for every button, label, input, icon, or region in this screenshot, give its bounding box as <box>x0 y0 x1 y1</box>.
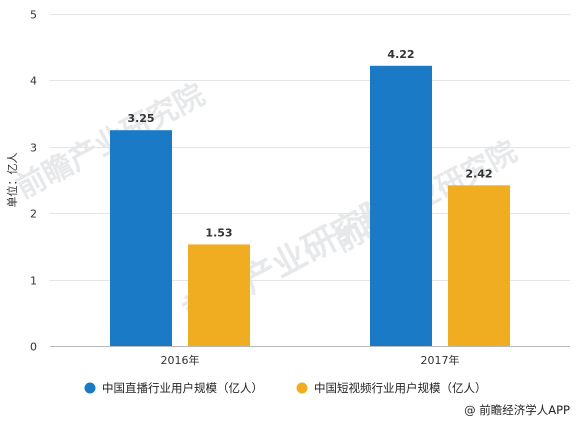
data-label: 1.53 <box>205 226 232 239</box>
legend: 中国直播行业用户规模（亿人） 中国短视频行业用户规模（亿人） <box>84 381 487 395</box>
credit-text: @ 前瞻经济学人APP <box>464 403 570 417</box>
legend-label: 中国短视频行业用户规模（亿人） <box>314 381 487 395</box>
data-label: 4.22 <box>387 48 414 61</box>
x-category-label: 2016年 <box>161 353 200 367</box>
legend-label: 中国直播行业用户规模（亿人） <box>102 381 263 395</box>
legend-marker <box>84 382 96 394</box>
y-tick-label: 2 <box>30 208 37 221</box>
y-tick-label: 4 <box>30 75 37 88</box>
legend-marker <box>296 382 308 394</box>
x-category-label: 2017年 <box>421 353 460 367</box>
data-labels: 3.25 1.53 4.22 2.42 <box>127 48 492 240</box>
bars <box>110 65 510 347</box>
data-label: 3.25 <box>127 112 154 125</box>
y-tick-label: 1 <box>30 275 37 288</box>
x-axis-categories: 2016年 2017年 <box>161 353 460 367</box>
y-tick-label: 0 <box>30 341 37 354</box>
y-tick-label: 3 <box>30 142 37 155</box>
data-label: 2.42 <box>465 167 492 180</box>
bar-shortvideo-1 <box>448 185 510 346</box>
y-tick-label: 5 <box>30 9 37 22</box>
bar-shortvideo-0 <box>188 244 250 346</box>
y-axis-ticks: 0 1 2 3 4 5 <box>30 9 37 354</box>
y-axis-label: 单位：亿人 <box>5 153 19 208</box>
watermark-layer: 前瞻产业研究院前瞻产业研究院前瞻产业研究院 <box>10 77 522 332</box>
bar-live-1 <box>370 65 432 347</box>
bar-live-0 <box>110 130 172 346</box>
